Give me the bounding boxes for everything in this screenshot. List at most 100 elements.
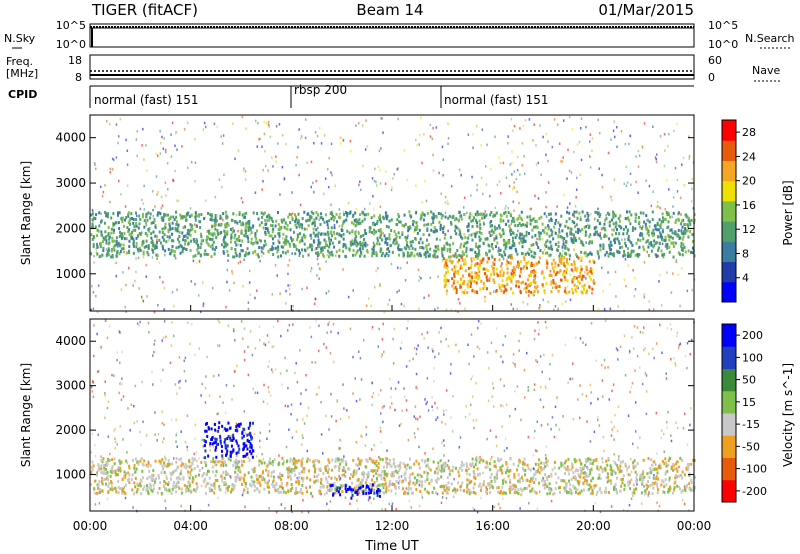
heatmap-cell bbox=[419, 116, 422, 120]
heatmap-cell bbox=[479, 259, 482, 263]
heatmap-cell bbox=[116, 244, 119, 248]
heatmap-cell bbox=[179, 243, 182, 247]
heatmap-cell bbox=[129, 217, 132, 221]
heatmap-cell bbox=[342, 210, 345, 214]
heatmap-cell bbox=[651, 231, 654, 235]
heatmap-cell bbox=[380, 355, 383, 359]
heatmap-cell bbox=[570, 171, 573, 174]
heatmap-cell bbox=[470, 377, 473, 381]
heatmap-cell bbox=[679, 304, 681, 308]
heatmap-cell bbox=[624, 258, 627, 261]
heatmap-cell bbox=[645, 214, 648, 218]
heatmap-cell bbox=[121, 377, 123, 380]
heatmap-cell bbox=[574, 236, 577, 240]
heatmap-cell bbox=[290, 236, 293, 240]
heatmap-cell bbox=[598, 257, 600, 260]
heatmap-cell bbox=[138, 246, 141, 250]
heatmap-cell bbox=[342, 249, 345, 253]
heatmap-cell bbox=[418, 307, 420, 311]
heatmap-cell bbox=[476, 231, 479, 235]
heatmap-cell bbox=[228, 289, 231, 292]
heatmap-cell bbox=[142, 127, 144, 131]
heatmap-cell bbox=[655, 160, 658, 164]
heatmap-cell bbox=[245, 127, 247, 130]
heatmap-cell bbox=[168, 224, 171, 228]
heatmap-cell bbox=[519, 289, 522, 293]
heatmap-cell bbox=[641, 234, 644, 238]
heatmap-cell bbox=[486, 482, 489, 486]
heatmap-cell bbox=[96, 332, 98, 336]
heatmap-cell bbox=[283, 238, 286, 242]
heatmap-cell bbox=[577, 275, 580, 279]
heatmap-cell bbox=[537, 332, 540, 336]
heatmap-cell bbox=[410, 487, 413, 491]
heatmap-cell bbox=[127, 213, 130, 217]
heatmap-cell bbox=[591, 287, 594, 291]
heatmap-cell bbox=[622, 474, 625, 478]
heatmap-cell bbox=[396, 218, 399, 222]
heatmap-cell bbox=[154, 433, 156, 436]
heatmap-cell bbox=[613, 178, 616, 181]
heatmap-cell bbox=[452, 242, 455, 246]
heatmap-cell bbox=[678, 252, 681, 256]
heatmap-cell bbox=[279, 254, 282, 258]
heatmap-cell bbox=[618, 232, 621, 236]
heatmap-cell bbox=[120, 398, 123, 402]
heatmap-cell bbox=[176, 288, 178, 291]
heatmap-cell bbox=[351, 214, 354, 218]
heatmap-cell bbox=[605, 217, 608, 221]
heatmap-cell bbox=[431, 347, 433, 351]
heatmap-cell bbox=[303, 470, 306, 474]
heatmap-cell bbox=[299, 203, 302, 207]
heatmap-cell bbox=[384, 457, 387, 461]
heatmap-cell bbox=[100, 219, 103, 223]
heatmap-cell bbox=[409, 214, 412, 218]
heatmap-cell bbox=[452, 495, 455, 499]
heatmap-cell bbox=[450, 222, 453, 226]
heatmap-cell bbox=[647, 230, 650, 234]
heatmap-cell bbox=[294, 219, 297, 223]
heatmap-cell bbox=[108, 325, 111, 328]
heatmap-cell bbox=[419, 415, 421, 419]
heatmap-cell bbox=[272, 165, 274, 168]
heatmap-cell bbox=[194, 218, 197, 222]
heatmap-cell bbox=[133, 224, 136, 228]
heatmap-cell bbox=[589, 251, 592, 255]
heatmap-cell bbox=[284, 251, 287, 255]
heatmap-cell bbox=[196, 214, 199, 218]
heatmap-cell bbox=[527, 385, 529, 389]
heatmap-cell bbox=[626, 228, 629, 232]
heatmap-cell bbox=[403, 387, 405, 390]
heatmap-cell bbox=[479, 212, 482, 216]
heatmap-cell bbox=[192, 237, 195, 241]
heatmap-cell bbox=[577, 482, 580, 486]
heatmap-cell bbox=[610, 195, 612, 199]
heatmap-cell bbox=[186, 445, 188, 449]
heatmap-cell bbox=[484, 272, 487, 276]
heatmap-cell bbox=[243, 233, 246, 237]
heatmap-cell bbox=[334, 184, 336, 188]
heatmap-cell bbox=[570, 227, 573, 231]
heatmap-cell bbox=[462, 252, 465, 256]
heatmap-cell bbox=[353, 239, 356, 243]
heatmap-cell bbox=[266, 215, 269, 219]
heatmap-cell bbox=[165, 335, 167, 339]
heatmap-cell bbox=[465, 254, 468, 258]
heatmap-cell bbox=[179, 251, 182, 255]
heatmap-cell bbox=[519, 173, 521, 176]
heatmap-cell bbox=[175, 418, 177, 421]
heatmap-cell bbox=[443, 225, 446, 229]
heatmap-cell bbox=[549, 253, 552, 257]
heatmap-cell bbox=[493, 237, 496, 241]
heatmap-cell bbox=[639, 233, 642, 237]
heatmap-cell bbox=[106, 252, 109, 256]
heatmap-cell bbox=[115, 123, 118, 126]
heatmap-cell bbox=[227, 457, 230, 461]
heatmap-cell bbox=[146, 233, 149, 237]
heatmap-cell bbox=[398, 220, 401, 224]
heatmap-cell bbox=[188, 465, 191, 469]
heatmap-cell bbox=[443, 264, 446, 268]
heatmap-cell bbox=[482, 281, 485, 285]
heatmap-cell bbox=[267, 120, 270, 124]
heatmap-cell bbox=[554, 212, 557, 216]
